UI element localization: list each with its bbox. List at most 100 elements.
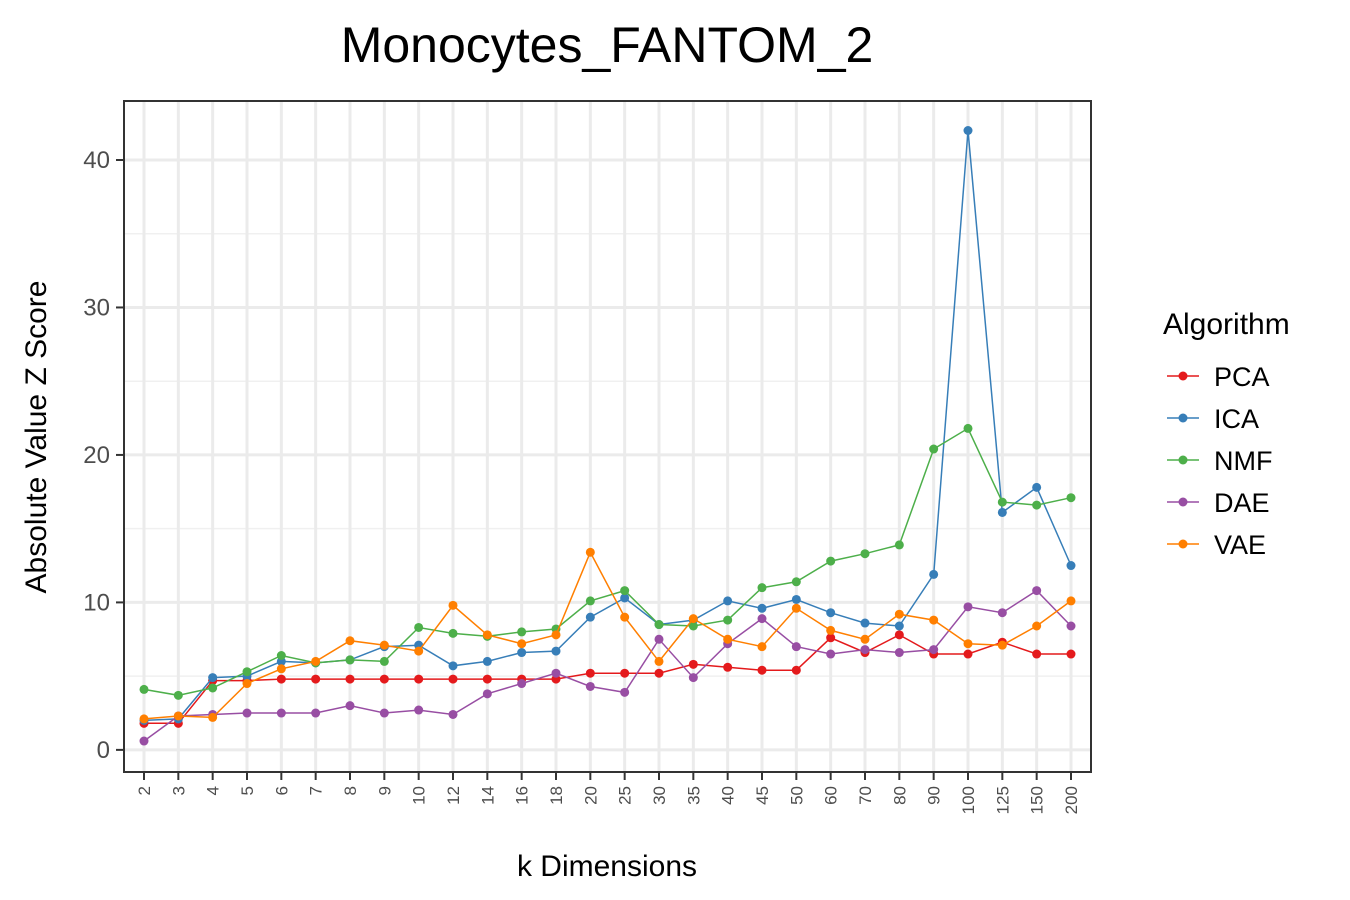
data-point [894, 540, 904, 550]
data-point [517, 627, 527, 637]
data-point [723, 615, 733, 625]
legend-title: Algorithm [1163, 308, 1290, 341]
x-tick-label: 35 [684, 786, 703, 805]
x-tick-label: 80 [890, 786, 909, 805]
data-point [860, 618, 870, 628]
legend-key-point [1178, 455, 1188, 465]
x-tick-label: 2 [135, 786, 154, 795]
legend-item-dae: DAE [1167, 488, 1270, 518]
legend-item-nmf: NMF [1167, 446, 1272, 476]
data-point [723, 596, 733, 606]
series-line [143, 589, 1072, 742]
data-point [585, 612, 595, 622]
data-point [929, 569, 939, 579]
data-point [1032, 482, 1042, 492]
data-point [379, 640, 389, 650]
data-point [482, 689, 492, 699]
data-point [757, 665, 767, 675]
data-point [654, 620, 664, 630]
data-point [963, 423, 973, 433]
x-tick-label: 25 [616, 786, 635, 805]
data-point [517, 679, 527, 689]
data-point [448, 628, 458, 638]
data-point [688, 673, 698, 683]
data-point [311, 674, 321, 684]
data-point [1066, 621, 1076, 631]
data-point [585, 681, 595, 691]
data-point [997, 608, 1007, 618]
data-point [414, 622, 424, 632]
y-tick-label: 0 [97, 737, 110, 764]
legend-item-vae: VAE [1167, 530, 1266, 560]
data-point [585, 668, 595, 678]
x-tick-label: 9 [375, 786, 394, 795]
data-point [997, 640, 1007, 650]
data-point [791, 665, 801, 675]
data-point [826, 556, 836, 566]
data-point [208, 673, 218, 683]
data-point [414, 674, 424, 684]
data-point [894, 609, 904, 619]
data-point [654, 656, 664, 666]
data-point [551, 646, 561, 656]
series-dae [139, 586, 1076, 746]
data-point [448, 600, 458, 610]
series-layer [139, 125, 1076, 746]
x-tick-label: 60 [822, 786, 841, 805]
data-point [1066, 596, 1076, 606]
data-point [379, 674, 389, 684]
x-tick-label: 90 [925, 786, 944, 805]
x-tick-label: 125 [993, 786, 1012, 814]
series-nmf [139, 423, 1076, 700]
data-point [242, 679, 252, 689]
x-tick-label: 8 [341, 786, 360, 795]
x-tick-label: 20 [581, 786, 600, 805]
data-point [242, 708, 252, 718]
data-point [826, 649, 836, 659]
x-tick-label: 200 [1062, 786, 1081, 814]
data-point [345, 655, 355, 665]
x-tick-label: 6 [272, 786, 291, 795]
data-point [139, 736, 149, 746]
data-point [723, 634, 733, 644]
data-point [929, 615, 939, 625]
data-point [757, 614, 767, 624]
x-tick-label: 5 [238, 786, 257, 795]
data-point [173, 711, 183, 721]
data-point [860, 549, 870, 559]
legend: Algorithm PCA ICA NMF DAE VAE [1163, 308, 1290, 560]
data-point [139, 714, 149, 724]
data-point [620, 668, 630, 678]
chart-title: Monocytes_FANTOM_2 [341, 17, 874, 73]
data-point [963, 639, 973, 649]
legend-label: DAE [1214, 488, 1270, 518]
data-point [517, 648, 527, 658]
x-tick-label: 10 [410, 786, 429, 805]
x-tick-label: 16 [513, 786, 532, 805]
y-axis: 0 10 20 30 40 [83, 147, 124, 764]
y-tick-label: 10 [83, 589, 110, 616]
y-tick-label: 30 [83, 294, 110, 321]
x-tick-label: 3 [169, 786, 188, 795]
data-point [929, 444, 939, 454]
y-tick-label: 40 [83, 147, 110, 174]
data-point [173, 690, 183, 700]
data-point [997, 497, 1007, 507]
legend-label: NMF [1214, 446, 1272, 476]
data-point [654, 634, 664, 644]
legend-label: VAE [1214, 530, 1266, 560]
legend-label: ICA [1214, 404, 1259, 434]
data-point [894, 630, 904, 640]
data-point [826, 608, 836, 618]
x-tick-label: 14 [478, 786, 497, 805]
legend-label: PCA [1214, 362, 1270, 392]
x-axis-label: k Dimensions [517, 850, 697, 883]
data-point [757, 583, 767, 593]
data-point [1032, 621, 1042, 631]
data-point [345, 674, 355, 684]
data-point [620, 612, 630, 622]
x-tick-label: 12 [444, 786, 463, 805]
x-tick-label: 18 [547, 786, 566, 805]
data-point [276, 674, 286, 684]
